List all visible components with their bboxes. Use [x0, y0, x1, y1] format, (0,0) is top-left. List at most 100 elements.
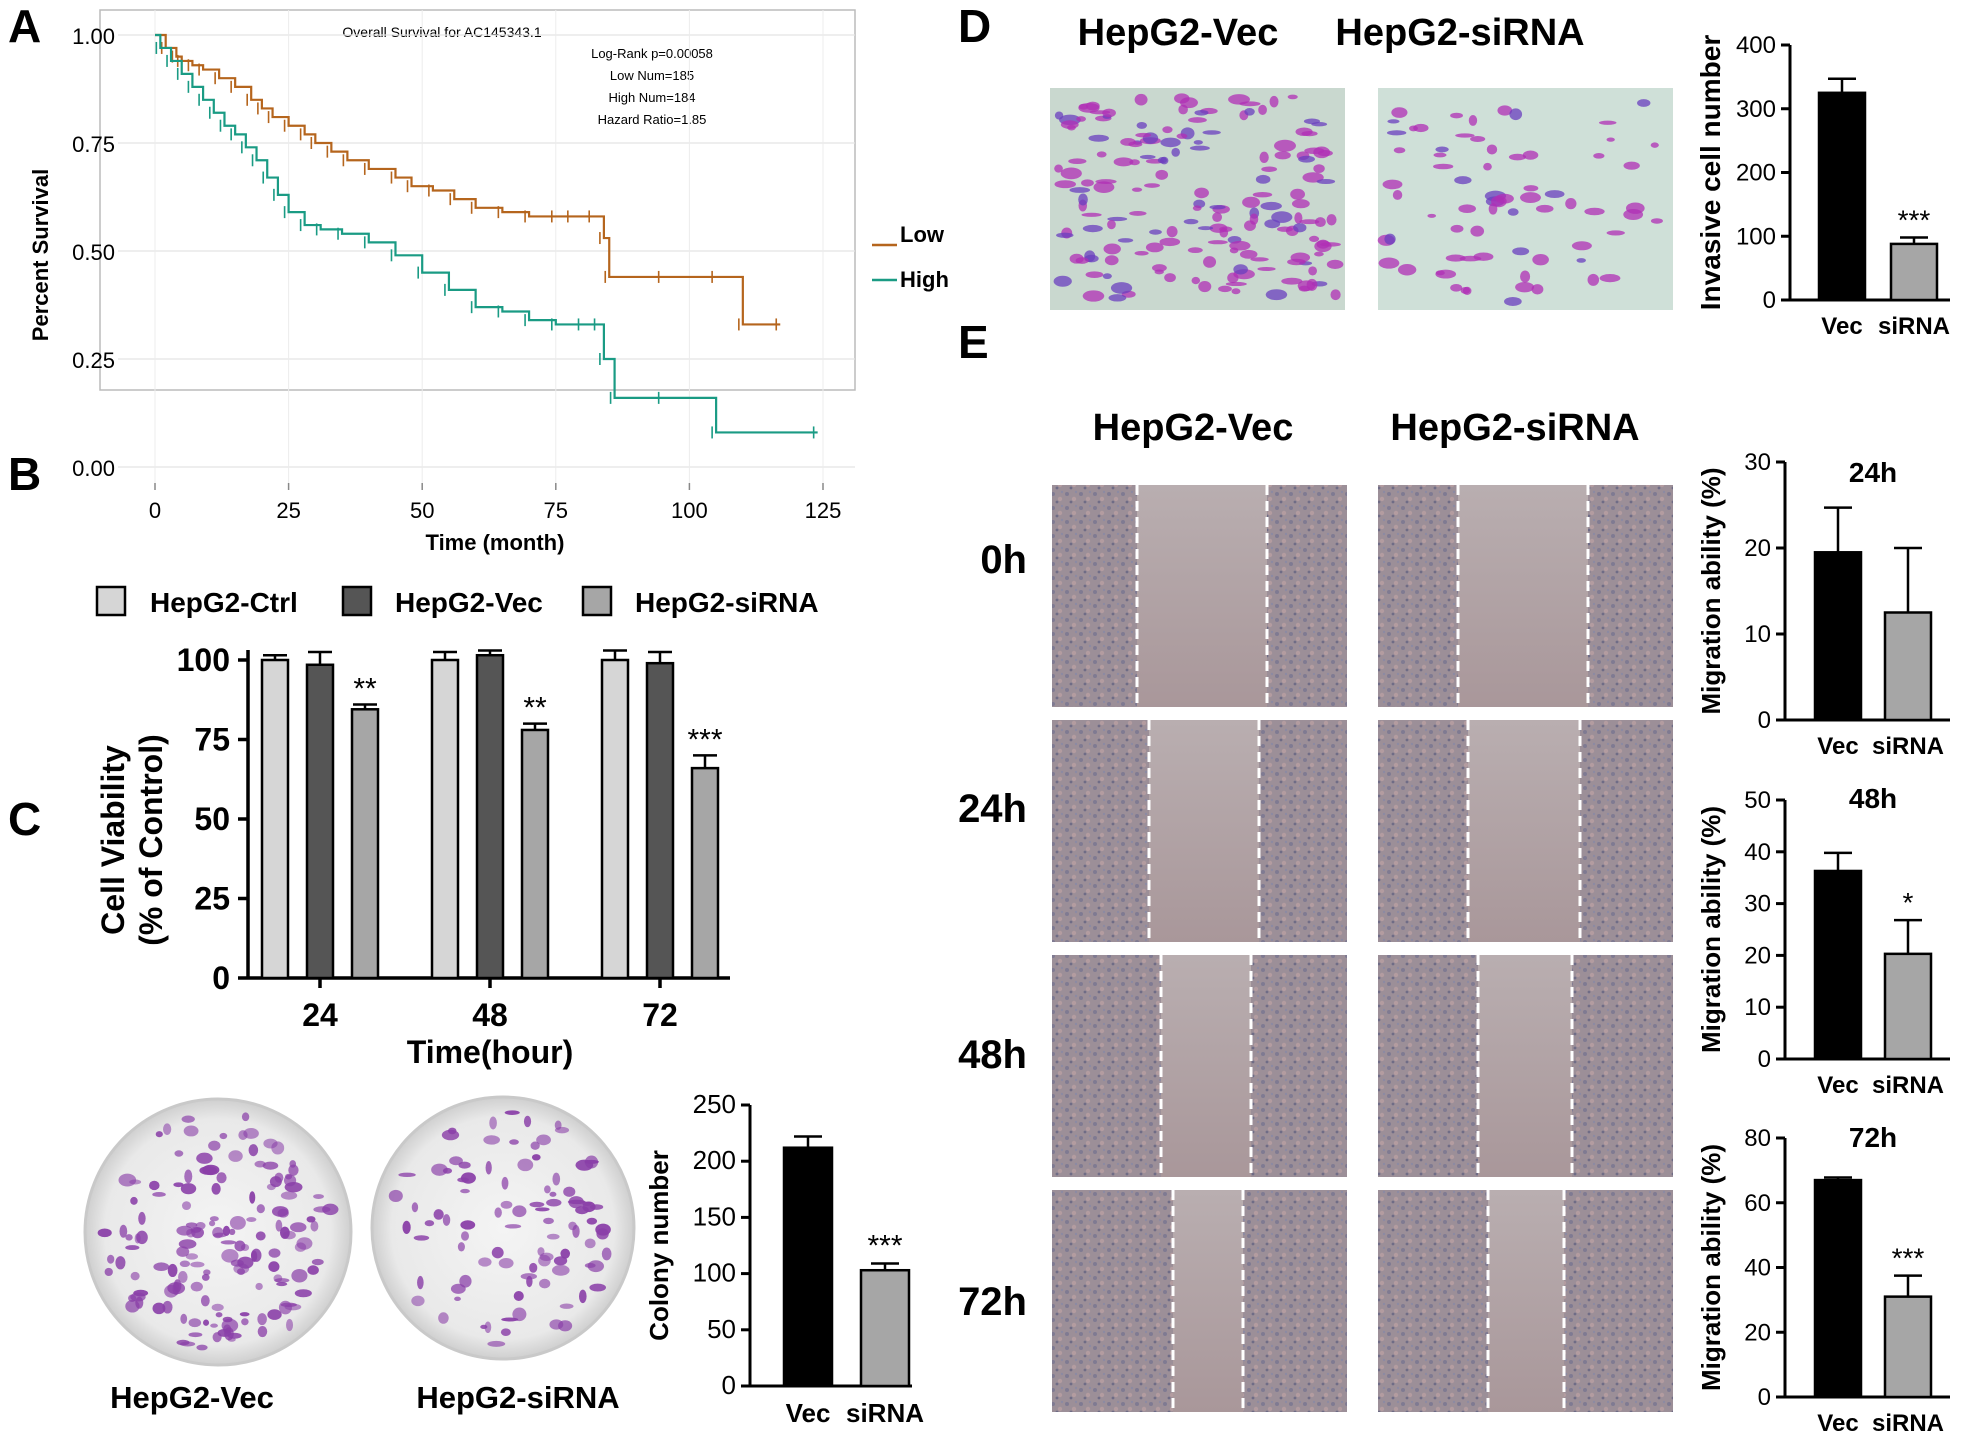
colony-dot [104, 1267, 113, 1277]
survival-line-high [155, 33, 818, 434]
colony-dot [255, 1282, 263, 1291]
viability-legend: HepG2-Ctrl HepG2-Vec HepG2-siRNA [95, 585, 819, 618]
stained-cell [1053, 275, 1072, 287]
stained-cell [1117, 238, 1134, 243]
colony-dot [201, 1273, 210, 1281]
stained-cell [1151, 264, 1167, 272]
colony-dot [584, 1155, 599, 1169]
stained-cell [1509, 108, 1523, 121]
survival-y-tick: 0.00 [72, 456, 115, 481]
colony-dot [220, 1240, 237, 1245]
x-tick-label: siRNA [1872, 733, 1944, 760]
colony-dot [450, 1283, 466, 1294]
colony-dot [249, 1191, 256, 1204]
colony-dot [459, 1274, 472, 1288]
colony-dot [411, 1202, 419, 1213]
wound-row-48h: 48h [958, 1033, 1027, 1077]
stained-cell [1454, 176, 1472, 185]
colony-dot [180, 1313, 188, 1325]
colony-dot [196, 1152, 213, 1164]
stained-cell [1584, 207, 1605, 216]
stained-cell [1244, 108, 1255, 116]
stained-cell [1565, 197, 1577, 210]
stained-cell [1274, 151, 1291, 160]
colony-dot [546, 1198, 562, 1207]
colony-dot [262, 1161, 279, 1170]
stained-cell [1134, 251, 1149, 256]
migration-24h-chart: 0 10 20 30 Vec siRNA Migration ability (%) 24h [1696, 449, 1950, 760]
viability-x-label: Time(hour) [407, 1034, 574, 1070]
colony-dot [307, 1265, 319, 1275]
viability-x-tick: 72 [642, 997, 678, 1033]
stained-cell [1271, 211, 1293, 223]
colony-dot [447, 1127, 457, 1135]
colony-dot [286, 1318, 294, 1332]
bar-sirna [859, 1268, 911, 1388]
viability-bar [600, 658, 630, 980]
stained-cell [1326, 259, 1344, 269]
colony-dot [180, 1341, 196, 1347]
stained-cell [1203, 256, 1217, 268]
colony-dot [501, 1176, 509, 1190]
invasion-sirna-caption: HepG2-siRNA [1335, 12, 1584, 54]
stained-cell [1102, 273, 1112, 280]
stained-cell [1450, 224, 1464, 233]
survival-x-label: Time (month) [426, 530, 565, 555]
stained-cell [1382, 179, 1403, 190]
stained-cell [1523, 185, 1539, 192]
y-tick-label: 20 [1744, 942, 1771, 969]
stained-cell [1093, 181, 1115, 193]
colony-dot [461, 1231, 470, 1241]
significance-mark: *** [1892, 1243, 1925, 1274]
colony-dot [183, 1125, 199, 1137]
y-tick-label: 250 [693, 1089, 736, 1119]
stained-cell [1218, 285, 1232, 293]
x-tick-label: siRNA [846, 1398, 924, 1428]
y-tick-label: 50 [707, 1314, 736, 1344]
x-tick-label: Vec [1817, 1072, 1858, 1099]
chart-title: 24h [1849, 457, 1897, 488]
viability-y-label-2: (% of Control) [133, 734, 169, 946]
colony-dot [601, 1247, 612, 1261]
stained-cell [1304, 147, 1325, 155]
wound-gap [1478, 955, 1572, 1177]
colony-dot [288, 1164, 299, 1176]
wound-row-0h: 0h [980, 538, 1027, 582]
viability-y-tick: 100 [177, 642, 230, 678]
colony-dot [125, 1245, 140, 1251]
colony-dot [239, 1312, 250, 1317]
colony-dot [283, 1174, 297, 1187]
stained-cell [1219, 226, 1233, 232]
colony-dot [484, 1321, 492, 1334]
stained-cell [1187, 247, 1203, 254]
colony-dot [586, 1217, 598, 1225]
y-tick-label: 200 [1736, 160, 1776, 187]
y-tick-label: 100 [693, 1258, 736, 1288]
y-tick-label: 150 [693, 1201, 736, 1231]
colony-dot [398, 1172, 416, 1178]
stained-cell [1075, 257, 1089, 264]
survival-annotation-1: Log-Rank p=0.00058 [591, 46, 713, 61]
colony-dot [568, 1221, 577, 1231]
stained-cell [1544, 190, 1565, 198]
colony-dot [290, 1222, 307, 1233]
colony-dot [203, 1269, 211, 1276]
y-tick-label: 10 [1744, 621, 1771, 648]
stained-cell [1290, 252, 1311, 263]
survival-y-tick: 1.00 [72, 24, 115, 49]
colony-dot [163, 1123, 172, 1135]
stained-cell [1326, 214, 1337, 226]
legend-sirna-label: HepG2-siRNA [635, 587, 819, 618]
colony-dot [188, 1332, 203, 1338]
stained-cell [1291, 199, 1310, 209]
stained-cell [1606, 137, 1615, 142]
survival-x-tick: 75 [544, 498, 568, 523]
stained-cell [1194, 109, 1209, 116]
stained-cell [1433, 163, 1454, 170]
stained-cell [1508, 153, 1527, 161]
stained-cell [1314, 240, 1332, 253]
stained-cell [1587, 273, 1600, 286]
stained-cell [1107, 219, 1116, 230]
viability-y-tick: 25 [194, 881, 230, 917]
stained-cell [1531, 284, 1544, 295]
